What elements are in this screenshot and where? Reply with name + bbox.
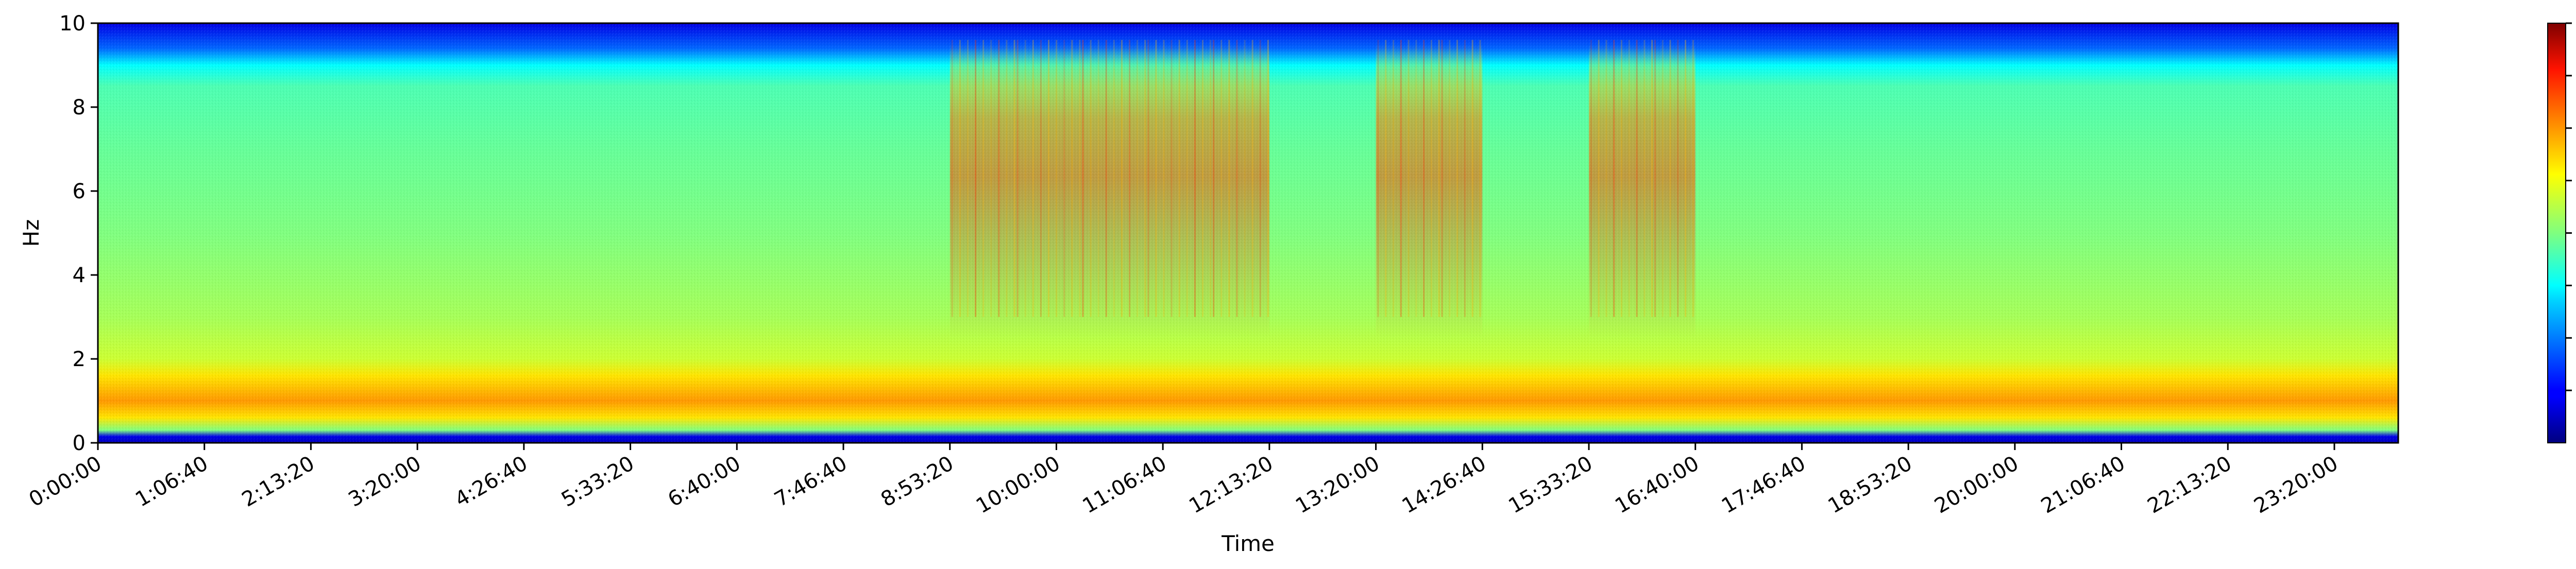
x-tick-label: 7:46:40 — [770, 452, 851, 512]
colorbar-gradient — [2547, 23, 2566, 443]
x-tick-label: 14:26:40 — [1398, 452, 1490, 519]
x-tick-label: 22:13:20 — [2144, 452, 2236, 519]
x-axis-label: Time — [1221, 531, 1275, 556]
y-tick-label: 6 — [73, 180, 86, 203]
y-axis: 0 2 4 6 8 10 — [59, 12, 98, 455]
x-tick-label: 1:06:40 — [131, 452, 212, 512]
x-tick-label: 4:26:40 — [451, 452, 532, 512]
x-tick-label: 16:40:00 — [1611, 452, 1703, 519]
x-axis: 0:00:00 1:06:40 2:13:20 3:20:00 4:26:40 5:33:… — [25, 443, 2342, 518]
x-tick-label: 5:33:20 — [557, 452, 638, 512]
x-tick-label: 10:00:00 — [972, 452, 1064, 519]
colorbar: +0 dB-10 dB-20 dB-30 dB-40 dB-50 dB-60 d… — [2547, 22, 2572, 443]
colorbar-ticks: +0 dB-10 dB-20 dB-30 dB-40 dB-50 dB-60 d… — [2566, 22, 2572, 391]
x-tick-label: 6:40:00 — [664, 452, 745, 512]
x-tick-label: 21:06:40 — [2037, 452, 2129, 519]
x-tick-label: 8:53:20 — [877, 452, 958, 512]
y-tick-label: 0 — [73, 432, 86, 455]
plot-area — [97, 22, 2399, 444]
x-tick-label: 18:53:20 — [1824, 452, 1917, 519]
x-tick-label: 11:06:40 — [1079, 452, 1171, 519]
y-tick-label: 2 — [73, 348, 86, 371]
x-tick-label: 12:13:20 — [1185, 452, 1277, 519]
x-tick-label: 3:20:00 — [345, 452, 426, 512]
x-tick-label: 17:46:40 — [1718, 452, 1810, 519]
y-tick-label: 8 — [73, 96, 86, 119]
x-tick-label: 15:33:20 — [1504, 452, 1597, 519]
y-tick-label: 4 — [73, 264, 86, 287]
x-tick-label: 0:00:00 — [25, 452, 106, 512]
plot-frame — [97, 22, 2399, 444]
x-tick-label: 23:20:00 — [2250, 452, 2342, 519]
x-tick-label: 13:20:00 — [1292, 452, 1384, 519]
y-axis-label: Hz — [19, 219, 44, 247]
texture-overlay — [98, 23, 2398, 443]
y-tick-label: 10 — [59, 12, 86, 36]
x-tick-label: 20:00:00 — [1930, 452, 2023, 519]
x-tick-label: 2:13:20 — [238, 452, 319, 512]
